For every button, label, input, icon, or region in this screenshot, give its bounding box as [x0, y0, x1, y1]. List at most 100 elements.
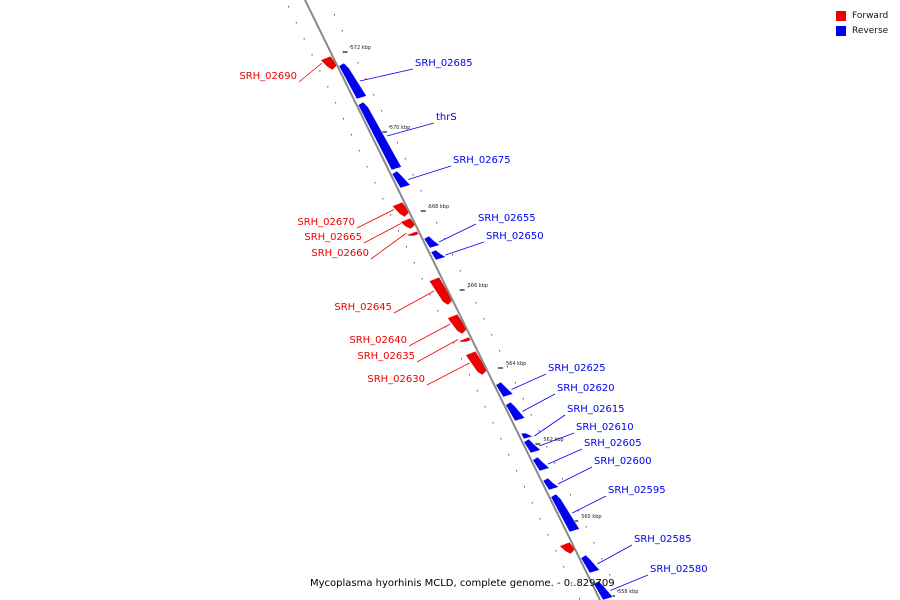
gene-highlight [547, 477, 560, 488]
scale-tick: 570 kbp [381, 125, 410, 133]
label-leader [393, 290, 435, 314]
gene-label: SRH_02635 [357, 351, 415, 362]
gene-arrow[interactable] [391, 170, 411, 189]
gene-arrow[interactable] [580, 554, 601, 574]
guide-dot [389, 126, 391, 128]
tick-label: 568 kbp [429, 204, 449, 210]
guide-dot [404, 158, 406, 160]
gene-highlight [500, 381, 514, 395]
gene-highlight [510, 401, 526, 419]
guide-dot [327, 86, 329, 88]
gene-arrow[interactable] [338, 62, 368, 100]
gene-arrow[interactable] [532, 456, 551, 472]
gene-highlight [435, 249, 447, 258]
guide-dot [571, 582, 573, 584]
guide-dot [295, 22, 297, 24]
guide-dot [585, 526, 587, 528]
guide-dot [531, 502, 533, 504]
guide-dot [555, 550, 557, 552]
guide-dot [420, 190, 422, 192]
gene-arrow[interactable] [430, 249, 447, 261]
gene-arrow[interactable] [423, 235, 441, 249]
gene-label: SRH_02685 [415, 58, 473, 69]
guide-dot [341, 30, 343, 32]
guide-dot [461, 358, 463, 360]
label-leader [610, 574, 649, 591]
guide-dot [437, 310, 439, 312]
gene-label: SRH_02645 [334, 302, 392, 313]
guide-dot [303, 38, 305, 40]
tick-label: 570 kbp [390, 125, 410, 131]
gene-arrow[interactable] [428, 276, 454, 306]
guide-dot [459, 270, 461, 272]
gene-arrow[interactable] [542, 477, 560, 491]
gene-arrow[interactable] [505, 401, 526, 422]
reverse-swatch [836, 25, 846, 36]
guide-dot [421, 278, 423, 280]
gene-highlight [428, 235, 441, 246]
gene-arrow[interactable] [446, 313, 468, 335]
label-leader [416, 339, 459, 363]
gene-highlight [555, 493, 580, 530]
gene-arrow[interactable] [593, 580, 614, 600]
gene-labels: SRH_02690 SRH_02685 thrS SRH_02675 SRH_02670… [239, 58, 708, 591]
guide-dot [507, 366, 509, 368]
guide-dot [483, 318, 485, 320]
label-leader [408, 323, 451, 347]
gene-arrow[interactable] [559, 541, 576, 555]
guide-dot [311, 54, 313, 56]
gene-label: SRH_02665 [304, 232, 362, 243]
guide-dot [499, 350, 501, 352]
gene-highlight [528, 438, 542, 451]
guide-dot [412, 174, 414, 176]
gene-arrow[interactable] [495, 381, 514, 398]
guide-dot [444, 238, 446, 240]
guide-dot [374, 182, 376, 184]
tick-label: 562 kbp [543, 437, 563, 443]
guide-dot [453, 342, 455, 344]
guide-dot [491, 334, 493, 336]
guide-dot [530, 414, 532, 416]
label-leader [438, 223, 477, 243]
scale-tick: 568 kbp [420, 204, 449, 212]
label-leader [359, 68, 414, 82]
gene-label: SRH_02600 [594, 456, 652, 467]
guide-dot [500, 438, 502, 440]
guide-dot [593, 542, 595, 544]
guide-dot [319, 70, 321, 72]
guide-dot [413, 262, 415, 264]
gene-label: SRH_02605 [584, 438, 642, 449]
gene-arrow[interactable] [391, 201, 411, 218]
gene-label: SRH_02660 [311, 248, 369, 259]
legend: Forward Reverse [836, 8, 892, 38]
guide-dot [396, 142, 398, 144]
gene-arrow[interactable] [550, 493, 580, 533]
gene-highlight [458, 336, 472, 342]
label-leader [534, 414, 566, 437]
gene-arrow[interactable] [458, 336, 472, 343]
gene-arrow[interactable] [520, 432, 534, 440]
gene-label: SRH_02690 [239, 71, 297, 82]
gene-features [320, 55, 614, 600]
scale-tick: 560 kbp [573, 514, 602, 522]
guide-dot [365, 78, 367, 80]
scale-tick: 572 kbp [342, 45, 371, 53]
gene-label: SRH_02625 [548, 363, 606, 374]
gene-arrow[interactable] [405, 230, 420, 237]
guide-dot [539, 518, 541, 520]
guide-dot [475, 302, 477, 304]
gene-highlight [396, 170, 411, 186]
gene-label: SRH_02675 [453, 155, 511, 166]
gene-arrow[interactable] [357, 101, 402, 171]
gene-highlight [343, 62, 368, 97]
guide-dot [492, 422, 494, 424]
label-leader [370, 233, 407, 260]
guide-dot [335, 102, 337, 104]
guide-dot [538, 430, 540, 432]
scale-tick: 566 kbp [459, 283, 488, 291]
guide-dot [349, 46, 351, 48]
gene-arrow[interactable] [523, 438, 542, 454]
gene-arrow[interactable] [399, 217, 416, 230]
gene-arrow[interactable] [465, 350, 488, 376]
